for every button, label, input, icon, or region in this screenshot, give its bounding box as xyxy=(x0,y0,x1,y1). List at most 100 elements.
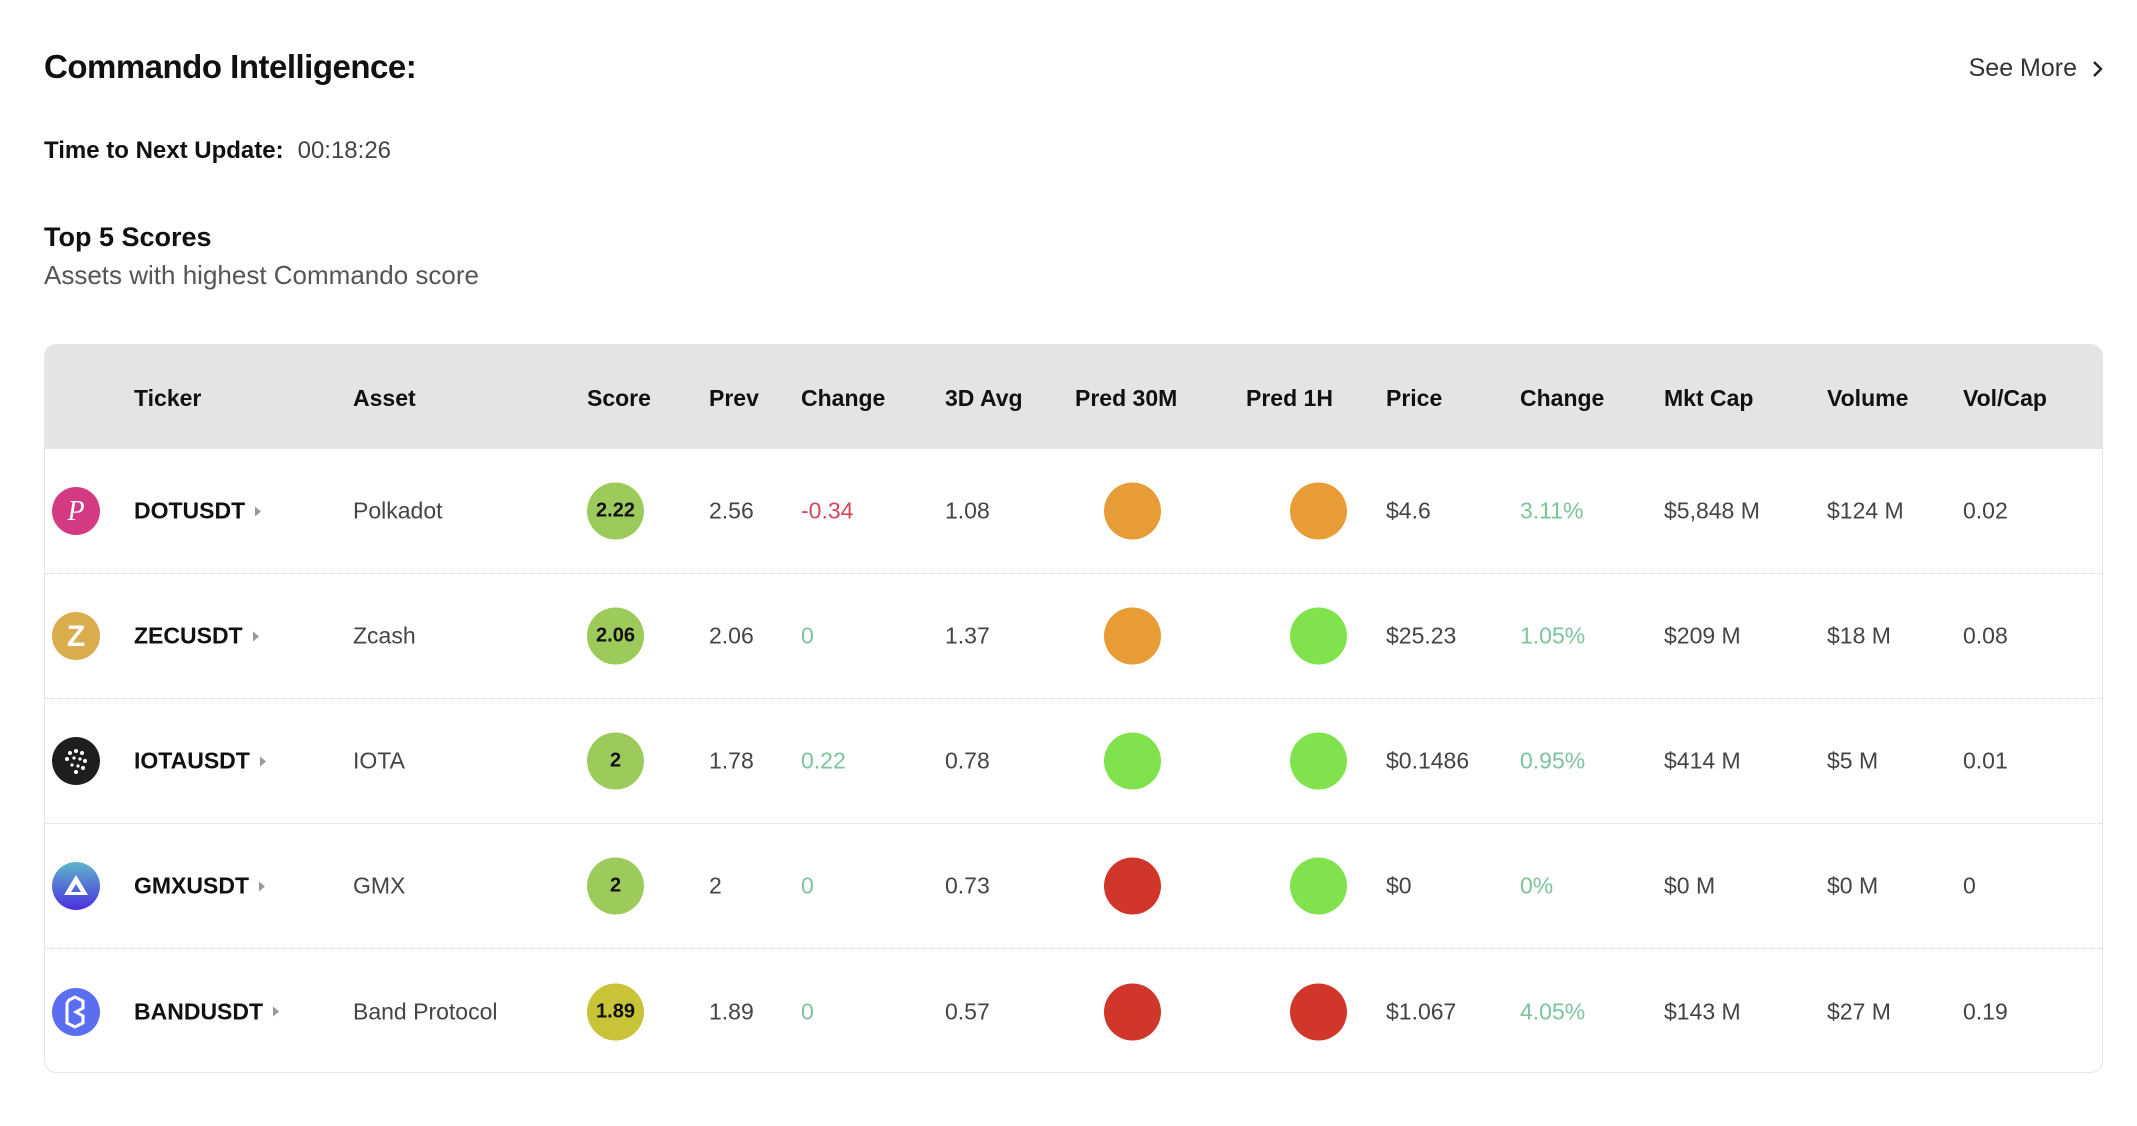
volume: $18 M xyxy=(1827,622,1891,649)
column-header[interactable]: Mkt Cap xyxy=(1664,385,1754,411)
score-badge: 2 xyxy=(587,732,644,790)
pred-30m-indicator xyxy=(1104,732,1161,790)
caret-right-icon xyxy=(259,881,265,891)
asset-name: Band Protocol xyxy=(353,998,498,1024)
avg-3d: 1.08 xyxy=(945,497,990,524)
timer-label: Time to Next Update: xyxy=(44,137,284,164)
score-change: 0 xyxy=(801,872,814,899)
score-badge: 1.89 xyxy=(587,983,644,1040)
svg-text:Z: Z xyxy=(67,620,85,653)
column-header[interactable]: Price xyxy=(1386,385,1443,411)
score-badge: 2.06 xyxy=(587,607,644,665)
ticker-link[interactable]: IOTAUSDT xyxy=(134,748,266,775)
prev-score: 1.78 xyxy=(709,747,754,774)
pred-1h-indicator xyxy=(1290,983,1347,1040)
price: $1.067 xyxy=(1386,998,1457,1024)
avg-3d: 0.78 xyxy=(945,747,990,774)
column-header[interactable]: Pred 30M xyxy=(1075,385,1178,411)
avg-3d: 0.57 xyxy=(945,998,990,1024)
asset-name: Polkadot xyxy=(353,497,443,524)
table-row[interactable]: IOTAUSDT IOTA 2 1.78 0.22 0.78 $0.1486 0… xyxy=(45,699,2102,824)
market-cap: $143 M xyxy=(1664,998,1741,1024)
section-subtitle: Assets with highest Commando score xyxy=(44,260,479,290)
table-row[interactable]: P DOTUSDT Polkadot 2.22 2.56 -0.34 1.08 … xyxy=(45,449,2102,574)
score-change: 0 xyxy=(801,622,814,649)
ticker: DOTUSDT xyxy=(134,497,246,524)
column-header[interactable]: Pred 1H xyxy=(1246,385,1333,411)
volume: $27 M xyxy=(1827,998,1891,1024)
prev-score: 1.89 xyxy=(709,998,754,1024)
market-cap: $5,848 M xyxy=(1664,497,1760,524)
market-cap: $0 M xyxy=(1664,872,1716,899)
asset-name: IOTA xyxy=(353,747,405,774)
market-cap: $209 M xyxy=(1664,622,1741,649)
ticker-link[interactable]: ZECUSDT xyxy=(134,623,259,650)
pred-30m-indicator xyxy=(1104,607,1161,665)
price-change: 4.05% xyxy=(1520,998,1586,1024)
price-change: 1.05% xyxy=(1520,622,1586,649)
ticker: GMXUSDT xyxy=(134,872,249,899)
see-more-label: See More xyxy=(1968,54,2077,82)
pred-1h-indicator xyxy=(1290,732,1347,790)
ticker: BANDUSDT xyxy=(134,998,264,1024)
pred-30m-indicator xyxy=(1104,857,1161,915)
price: $0 xyxy=(1386,872,1412,899)
score-badge: 2.22 xyxy=(587,482,644,540)
column-header[interactable]: Change xyxy=(1520,385,1605,411)
caret-right-icon xyxy=(252,631,259,641)
table-row[interactable]: Z ZECUSDT Zcash 2.06 2.06 0 1.37 $25.23 … xyxy=(45,574,2102,699)
vol-cap: 0.08 xyxy=(1963,622,2008,649)
scores-table: Ticker Asset Score Prev Change 3D Avg Pred 30M… xyxy=(44,344,2103,1073)
see-more-link[interactable]: See More xyxy=(1969,54,2103,83)
pred-1h-indicator xyxy=(1290,857,1347,915)
band-protocol-icon xyxy=(52,987,100,1036)
prev-score: 2.06 xyxy=(709,622,754,649)
gmx-icon xyxy=(52,862,100,910)
avg-3d: 0.73 xyxy=(945,872,990,899)
table-header: Ticker Asset Score Prev Change 3D Avg Pred 30M… xyxy=(45,345,2102,449)
caret-right-icon xyxy=(255,506,262,516)
page-title: Commando Intelligence: xyxy=(44,48,417,85)
column-header[interactable]: Asset xyxy=(353,385,416,411)
ticker-link[interactable]: BANDUSDT xyxy=(134,998,280,1025)
price: $25.23 xyxy=(1386,622,1457,649)
column-header[interactable]: Vol/Cap xyxy=(1963,385,2047,411)
table-body: P DOTUSDT Polkadot 2.22 2.56 -0.34 1.08 … xyxy=(45,449,2102,1072)
vol-cap: 0 xyxy=(1963,872,1976,899)
score-change: 0.22 xyxy=(801,747,846,774)
prev-score: 2 xyxy=(709,872,722,899)
column-header[interactable]: Change xyxy=(801,385,886,411)
column-header[interactable]: Ticker xyxy=(134,385,202,411)
column-header[interactable]: Prev xyxy=(709,385,759,411)
ticker-link[interactable]: GMXUSDT xyxy=(134,873,265,900)
polkadot-icon: P xyxy=(52,487,100,535)
pred-1h-indicator xyxy=(1290,607,1347,665)
price-change: 0.95% xyxy=(1520,747,1586,774)
volume: $0 M xyxy=(1827,872,1879,899)
timer-value: 00:18:26 xyxy=(297,137,392,164)
price: $4.6 xyxy=(1386,497,1431,524)
avg-3d: 1.37 xyxy=(945,622,990,649)
table-row[interactable]: GMXUSDT GMX 2 2 0 0.73 $0 0% $0 M $0 M 0 xyxy=(45,824,2102,949)
ticker: IOTAUSDT xyxy=(134,747,250,774)
asset-name: Zcash xyxy=(353,622,416,649)
caret-right-icon xyxy=(259,756,266,766)
price: $0.1486 xyxy=(1386,747,1470,774)
asset-name: GMX xyxy=(353,872,406,899)
table-row[interactable]: BANDUSDT Band Protocol 1.89 1.89 0 0.57 … xyxy=(45,949,2102,1072)
score-badge: 2 xyxy=(587,857,644,915)
score-change: -0.34 xyxy=(801,497,854,524)
pred-30m-indicator xyxy=(1104,482,1161,540)
vol-cap: 0.19 xyxy=(1963,998,2008,1024)
iota-icon xyxy=(52,737,100,785)
column-header[interactable]: Volume xyxy=(1827,385,1909,411)
score-change: 0 xyxy=(801,998,814,1024)
zcash-icon: Z xyxy=(52,612,100,660)
column-header[interactable]: Score xyxy=(587,385,651,411)
svg-text:P: P xyxy=(66,496,84,527)
volume: $5 M xyxy=(1827,747,1879,774)
pred-30m-indicator xyxy=(1104,983,1161,1040)
column-header[interactable]: 3D Avg xyxy=(945,385,1023,411)
vol-cap: 0.02 xyxy=(1963,497,2008,524)
ticker-link[interactable]: DOTUSDT xyxy=(134,497,262,525)
